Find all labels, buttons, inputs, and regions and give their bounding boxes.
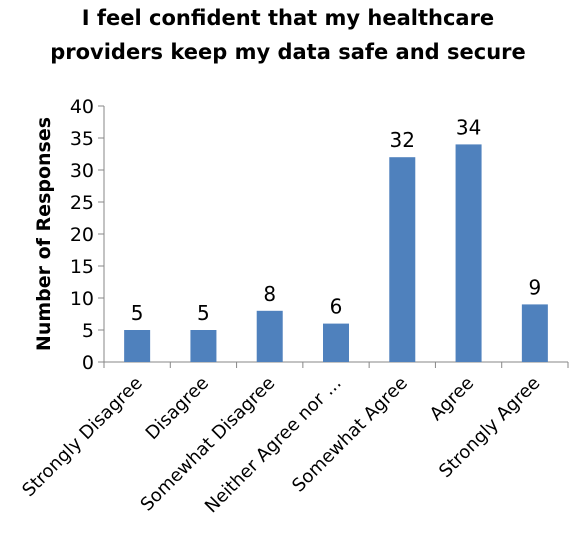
y-tick-label: 0 <box>82 352 94 374</box>
data-label: 5 <box>197 301 210 325</box>
bar <box>389 157 416 362</box>
bar <box>124 330 151 362</box>
data-label: 6 <box>330 295 343 319</box>
y-tick-label: 20 <box>70 224 94 246</box>
bar <box>190 330 217 362</box>
data-labels: 5 5 8 6 32 34 9 <box>131 115 541 325</box>
y-tick-label: 15 <box>70 256 94 278</box>
bar <box>521 304 548 362</box>
y-tick-label: 40 <box>70 96 94 118</box>
bar <box>256 310 283 362</box>
y-tick-label: 25 <box>70 192 94 214</box>
x-tick-label: Disagree <box>142 373 213 444</box>
x-tick-label: Somewhat Agree <box>288 373 412 497</box>
chart-title-line-2: providers keep my data safe and secure <box>50 40 526 64</box>
y-axis: 0 5 10 15 20 25 30 35 40 <box>70 96 105 374</box>
y-axis-label: Number of Responses <box>33 117 55 351</box>
x-tick-label: Somewhat Disagree <box>137 373 280 516</box>
y-tick-label: 10 <box>70 288 94 310</box>
x-tick-label: Strongly Disagree <box>18 373 146 501</box>
bar <box>455 144 482 362</box>
data-label: 34 <box>456 115 481 139</box>
data-label: 32 <box>390 128 415 152</box>
y-tick-label: 30 <box>70 160 94 182</box>
data-label: 8 <box>263 282 276 306</box>
x-tick-label: Agree <box>426 373 478 425</box>
data-label: 5 <box>131 301 144 325</box>
bars <box>124 144 548 362</box>
x-axis <box>103 361 569 368</box>
data-label: 9 <box>528 275 541 299</box>
y-tick-label: 35 <box>70 128 94 150</box>
y-tick-label: 5 <box>82 320 94 342</box>
chart-title-line-1: I feel confident that my healthcare <box>81 6 495 30</box>
bar <box>323 323 349 362</box>
